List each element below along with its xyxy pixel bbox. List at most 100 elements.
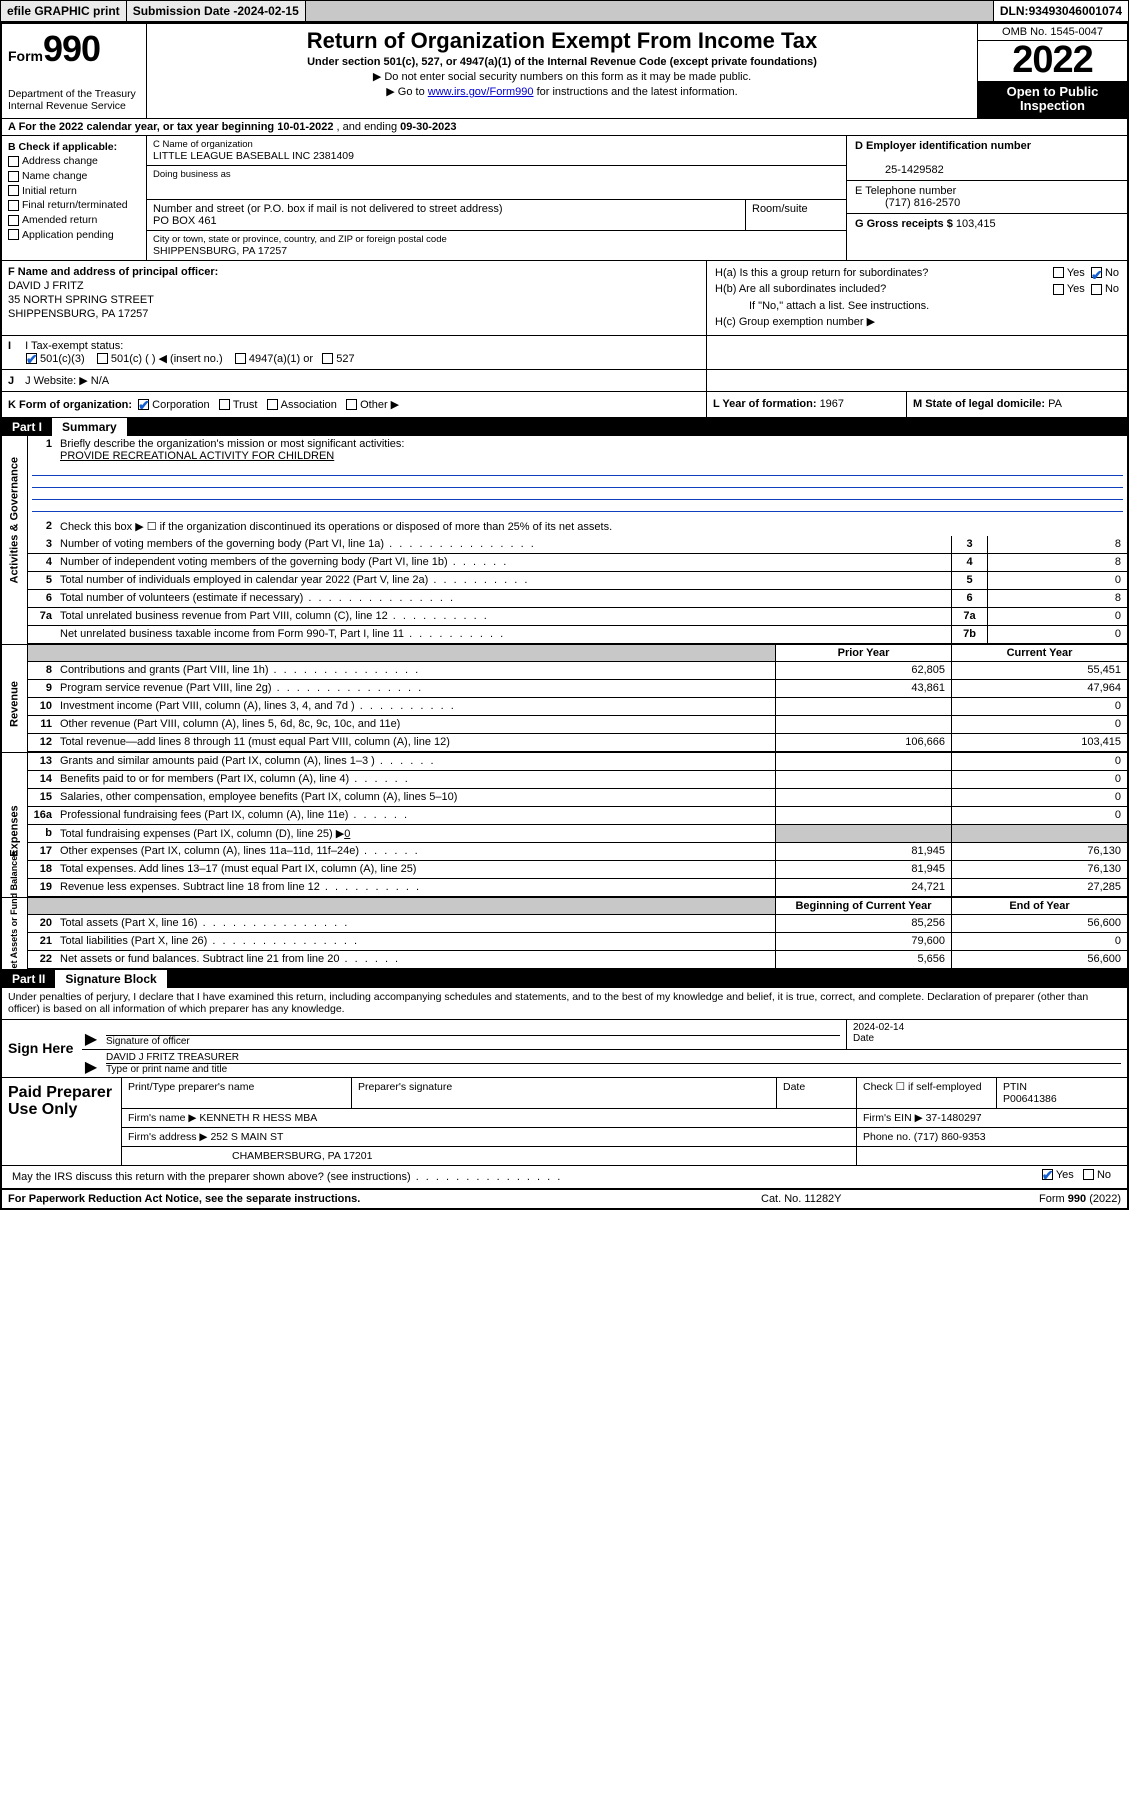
checkbox-may-irs-no[interactable]: [1083, 1169, 1094, 1180]
vtab-net: Net Assets or Fund Balances: [2, 898, 28, 969]
checkbox-501c3[interactable]: [26, 353, 37, 364]
line-8-prior: 62,805: [775, 662, 951, 679]
checkbox-501c[interactable]: [97, 353, 108, 364]
part-1-title: Summary: [52, 418, 127, 436]
row-j-label: J Website: ▶: [25, 375, 88, 387]
checkbox-amended-return[interactable]: [8, 215, 19, 226]
ha-yes: Yes: [1067, 267, 1085, 279]
b-item-2: Initial return: [22, 185, 77, 197]
b-item-4: Amended return: [22, 214, 97, 226]
checkbox-address-change[interactable]: [8, 156, 19, 167]
row-i-right-spacer: [707, 336, 1127, 369]
may-irs-yes: Yes: [1056, 1169, 1074, 1181]
sig-officer-line: ▶ Signature of officer 2024-02-14 Date: [82, 1020, 1127, 1050]
line-7b-value: 0: [987, 626, 1127, 643]
checkbox-may-irs-yes[interactable]: [1042, 1169, 1053, 1180]
h-a-row: H(a) Is this a group return for subordin…: [715, 265, 1119, 282]
firm-addr2: CHAMBERSBURG, PA 17201: [122, 1147, 857, 1165]
line-16b-text: Total fundraising expenses (Part IX, col…: [56, 825, 775, 842]
ha-no: No: [1105, 267, 1119, 279]
line-1-num: 1: [28, 436, 56, 464]
firm-addr1: 252 S MAIN ST: [210, 1131, 283, 1143]
line-8-text: Contributions and grants (Part VIII, lin…: [56, 662, 775, 679]
irs-link[interactable]: www.irs.gov/Form990: [428, 86, 534, 98]
sig-date-value: 2024-02-14: [853, 1022, 1121, 1033]
sig-name-line: ▶ DAVID J FRITZ TREASURER Type or print …: [82, 1050, 1127, 1077]
checkbox-trust[interactable]: [219, 399, 230, 410]
hb-yes: Yes: [1067, 283, 1085, 295]
paid-preparer-block: Paid Preparer Use Only Print/Type prepar…: [2, 1078, 1127, 1166]
line-19-prior: 24,721: [775, 879, 951, 896]
checkbox-527[interactable]: [322, 353, 333, 364]
row-a-prefix: A For the 2022 calendar year, or tax yea…: [8, 121, 277, 133]
form-number: 990: [43, 28, 100, 69]
checkbox-hb-yes[interactable]: [1053, 284, 1064, 295]
submission-date-button[interactable]: Submission Date - 2024-02-15: [127, 1, 306, 21]
note-link: ▶ Go to www.irs.gov/Form990 for instruct…: [155, 85, 969, 98]
footer-left: For Paperwork Reduction Act Notice, see …: [8, 1193, 761, 1205]
line-16b-prior: [775, 825, 951, 842]
dln-value: 93493046001074: [1029, 4, 1122, 18]
row-i: I I Tax-exempt status: 501(c)(3) 501(c) …: [2, 336, 1127, 370]
row-a-begin: 10-01-2022: [277, 121, 333, 133]
checkbox-ha-yes[interactable]: [1053, 267, 1064, 278]
line-3-cell: 3: [951, 536, 987, 553]
checkbox-application-pending[interactable]: [8, 229, 19, 240]
sig-name-value: DAVID J FRITZ TREASURER: [106, 1052, 1121, 1064]
line-9-current: 47,964: [951, 680, 1127, 697]
line-21-text: Total liabilities (Part X, line 26): [56, 933, 775, 950]
line-3-text: Number of voting members of the governin…: [56, 536, 951, 553]
may-irs-text: May the IRS discuss this return with the…: [8, 1169, 941, 1185]
dln-label: DLN:: [1000, 4, 1029, 18]
summary-revenue: Revenue Prior Year Current Year 8Contrib…: [2, 645, 1127, 753]
part-2-header: Part II Signature Block: [2, 970, 1127, 988]
checkbox-assoc[interactable]: [267, 399, 278, 410]
line-14-current: 0: [951, 771, 1127, 788]
line-17: 17Other expenses (Part IX, column (A), l…: [28, 843, 1127, 861]
b-item-0: Address change: [22, 155, 98, 167]
gross-value: 103,415: [956, 218, 996, 230]
line-7a: 7a Total unrelated business revenue from…: [28, 608, 1127, 626]
h-c-row: H(c) Group exemption number ▶: [715, 314, 1119, 331]
summary-expenses: Expenses 13Grants and similar amounts pa…: [2, 753, 1127, 898]
efile-print-button[interactable]: efile GRAPHIC print: [1, 1, 127, 21]
row-l-value: 1967: [820, 398, 844, 410]
h-a-label: H(a) Is this a group return for subordin…: [715, 267, 928, 279]
pt-name-label: Print/Type preparer's name: [128, 1081, 345, 1093]
h-b-row: H(b) Are all subordinates included? Yes …: [715, 281, 1119, 298]
line-15: 15Salaries, other compensation, employee…: [28, 789, 1127, 807]
summary-net-assets: Net Assets or Fund Balances Beginning of…: [2, 898, 1127, 970]
vtab-net-label: Net Assets or Fund Balances: [10, 900, 19, 975]
line-17-prior: 81,945: [775, 843, 951, 860]
checkbox-final-return[interactable]: [8, 200, 19, 211]
checkbox-4947[interactable]: [235, 353, 246, 364]
opt-corp: Corporation: [152, 399, 209, 411]
opt-assoc: Association: [281, 399, 337, 411]
footer-mid: Cat. No. 11282Y: [761, 1193, 961, 1205]
street-label: Number and street (or P.O. box if mail i…: [153, 203, 739, 215]
part-1-header: Part I Summary: [2, 418, 1127, 436]
checkbox-ha-no[interactable]: [1091, 267, 1102, 278]
checkbox-name-change[interactable]: [8, 171, 19, 182]
vtab-governance-label: Activities & Governance: [9, 508, 21, 583]
opt-501c: 501(c) ( ) ◀ (insert no.): [111, 353, 223, 365]
row-a-end: 09-30-2023: [400, 121, 456, 133]
ein-label: D Employer identification number: [855, 140, 1031, 152]
checkbox-initial-return[interactable]: [8, 185, 19, 196]
h-b-label: H(b) Are all subordinates included?: [715, 283, 886, 295]
begin-year-label: Beginning of Current Year: [775, 898, 951, 914]
checkbox-corp[interactable]: [138, 399, 149, 410]
opt-501c3: 501(c)(3): [40, 353, 85, 365]
opt-trust: Trust: [233, 399, 258, 411]
section-f-label: F Name and address of principal officer:: [8, 266, 218, 278]
line-16b-label: Total fundraising expenses (Part IX, col…: [60, 828, 344, 840]
line-11-prior: [775, 716, 951, 733]
checkbox-hb-no[interactable]: [1091, 284, 1102, 295]
b-item-3: Final return/terminated: [22, 199, 128, 211]
checkbox-other[interactable]: [346, 399, 357, 410]
opt-other: Other ▶: [360, 399, 399, 411]
mission-line-1: [32, 464, 1123, 476]
mission-line-2: [32, 476, 1123, 488]
section-b-label: B Check if applicable:: [8, 141, 117, 153]
line-7a-text: Total unrelated business revenue from Pa…: [56, 608, 951, 625]
